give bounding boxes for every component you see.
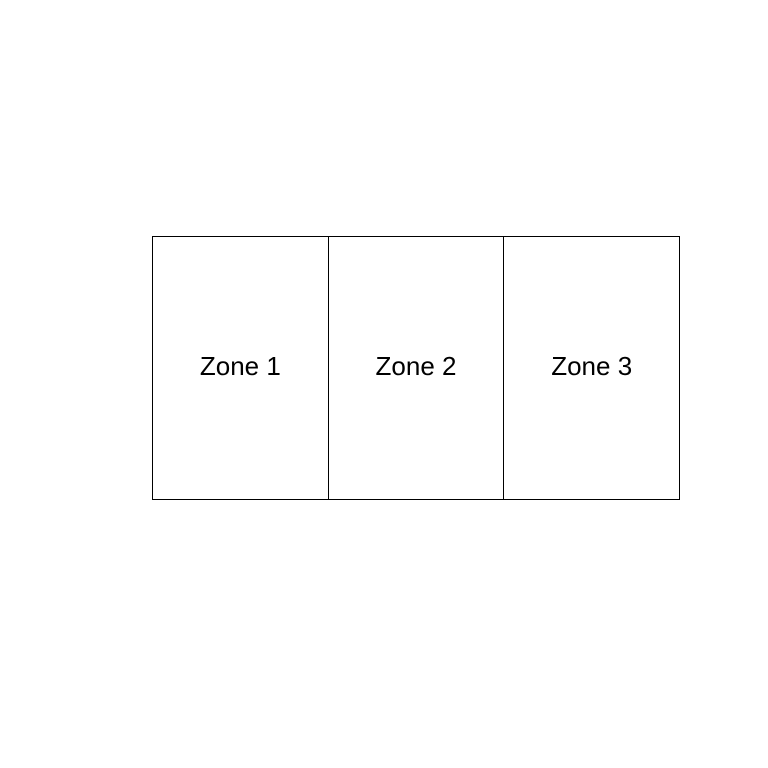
zone-row: Zone 1 Zone 2 Zone 3	[152, 236, 680, 500]
zone-3-box: Zone 3	[503, 237, 679, 499]
zone-3-label: Zone 3	[551, 351, 633, 381]
zone-1-box: Zone 1	[153, 237, 328, 499]
zone-2-label: Zone 2	[375, 351, 457, 381]
zone-1-label: Zone 1	[199, 351, 281, 381]
zone-2-box: Zone 2	[327, 237, 504, 499]
